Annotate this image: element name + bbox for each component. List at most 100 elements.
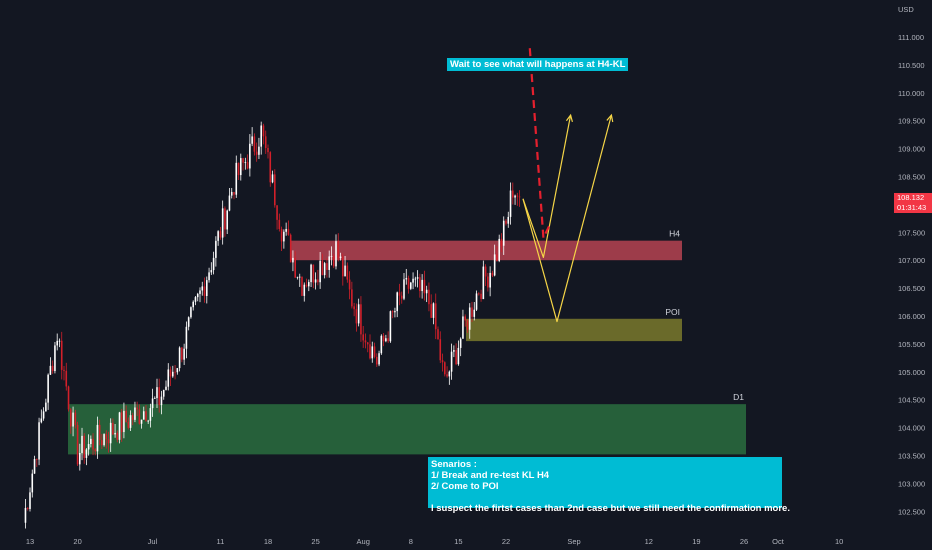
candle-body [405,278,408,280]
candle-body [319,260,321,283]
candle-body [366,342,369,345]
candle-body [98,424,101,441]
candle-body [496,254,498,261]
candle-body [123,410,125,433]
candle-body [389,311,392,342]
zones-layer: H4 POI D1 [68,229,746,455]
candle-body [158,387,160,406]
candle-body [258,146,260,155]
candle-body [518,196,521,198]
scenario-line: 1/ Break and re-test KL H4 [431,470,550,481]
x-tick-label: 26 [740,537,748,546]
x-tick-label: Jul [148,537,158,546]
candle-body [49,365,52,375]
candle-body [194,297,197,302]
candle-body [134,407,136,420]
candle-body [283,231,285,242]
candle-body [208,272,210,281]
candle-body [190,307,192,318]
candle-body [428,289,430,305]
candle-body [103,434,105,446]
candle-body [491,272,494,276]
candle-body [328,256,330,270]
candle-body [419,277,421,292]
candle-body [83,435,86,458]
candle-body [174,371,176,373]
candle-body [47,374,49,403]
candle-body [482,266,485,300]
candle-body [81,435,83,453]
candle-body [116,432,119,440]
candle-body [251,136,253,144]
current-price-badge: 108.132 01:31:43 [894,193,932,213]
candle-body [29,492,31,509]
x-tick-label: 18 [264,537,272,546]
candle-body [147,420,149,422]
x-tick-label: 20 [73,537,81,546]
candle-body [450,351,453,372]
candle-body [185,326,188,349]
candle-body [498,238,500,261]
candle-body [459,338,462,348]
x-tick-label: Aug [357,537,370,546]
zone-label: D1 [733,392,744,402]
candle-body [446,374,448,377]
candle-body [181,347,183,360]
zone-poi [466,318,682,342]
candle-body [233,191,235,195]
candle-body [337,241,340,258]
candle-body [31,473,34,493]
candle-body [507,216,510,224]
y-tick-label: 107.000 [898,256,925,265]
candle-body [151,398,154,409]
candle-body [79,452,81,465]
candle-body [63,369,65,371]
candle-body [136,407,138,410]
candle-body [149,408,152,421]
candle-body [478,293,480,295]
candle-body [425,289,428,294]
scenario-line: I suspect the firtst cases than 2nd case… [431,503,790,514]
candle-body [387,338,389,342]
candle-body [373,346,376,357]
candle-body [298,276,301,278]
candle-body [120,412,123,433]
candle-body [512,190,514,198]
x-tick-label: 22 [502,537,510,546]
scenario-line: 2/ Come to POI [431,481,499,492]
candle-body [267,148,269,153]
top-annotation: Wait to see what will happens at H4-KL [447,58,629,71]
candle-body [24,507,27,523]
candle-body [183,348,185,360]
candle-body [201,286,204,291]
candle-body [471,307,473,317]
candle-body [305,284,308,287]
candle-body [493,254,496,276]
candle-body [249,143,251,169]
candle-body [287,228,290,235]
candle-body [505,220,507,224]
candle-body [407,278,410,289]
candle-body [269,152,272,183]
candle-body [346,265,349,280]
candle-body [224,208,226,230]
x-tick-label: 15 [454,537,462,546]
candle-body [398,292,401,296]
candle-body [464,316,466,321]
candle-body [351,289,353,307]
candle-body [323,263,326,276]
y-tick-label: 110.000 [898,89,925,98]
candle-body [487,276,489,288]
projection-red-dashed [528,48,552,239]
x-tick-label: 19 [692,537,700,546]
projection-yellow [522,115,572,259]
candle-body [76,424,79,465]
candle-body [228,195,231,211]
candle-body [54,345,56,372]
candle-body [138,409,141,424]
y-tick-label: 102.500 [898,507,925,516]
candle-body [109,422,112,444]
candle-body [199,290,201,294]
candle-body [391,311,394,313]
